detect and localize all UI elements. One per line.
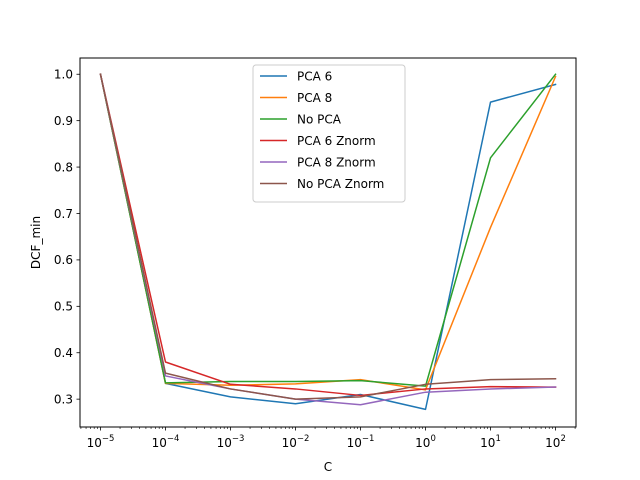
x-tick-label: 10−1 — [347, 434, 375, 450]
y-axis-title: DCF_min — [29, 216, 43, 269]
legend: PCA 6 PCA 8 No PCA PCA 6 Znorm PCA 8 Znorm No… — [252, 64, 406, 203]
x-tick-label: 10−5 — [87, 434, 115, 450]
legend-label-5: No PCA Znorm — [297, 177, 384, 191]
y-tick-label: 0.9 — [54, 114, 73, 128]
legend-label-1: PCA 8 — [297, 91, 332, 105]
y-tick-label: 0.8 — [54, 160, 73, 174]
x-tick-label: 100 — [415, 434, 436, 450]
legend-label-3: PCA 6 Znorm — [297, 134, 376, 148]
legend-label-2: No PCA — [297, 112, 342, 126]
y-tick-label: 0.3 — [54, 392, 73, 406]
x-tick-label: 10−3 — [217, 434, 245, 450]
x-tick-label: 102 — [545, 434, 566, 450]
x-axis-title: C — [324, 460, 332, 474]
series-line-5 — [99, 73, 557, 400]
series-line-0 — [99, 73, 557, 411]
y-tick-label: 0.6 — [54, 253, 73, 267]
y-tick-label: 0.5 — [54, 300, 73, 314]
series-line-2 — [99, 73, 557, 387]
y-axis: 0.3 0.4 0.5 0.6 0.7 0.8 0.9 1.0 — [54, 68, 80, 406]
plot-frame — [79, 57, 577, 428]
legend-label-4: PCA 8 Znorm — [297, 155, 376, 169]
series-line-3 — [99, 73, 557, 397]
y-tick-label: 1.0 — [54, 68, 73, 82]
x-tick-label: 10−2 — [282, 434, 310, 450]
series-layer — [99, 73, 557, 411]
x-tick-label: 101 — [480, 434, 501, 450]
legend-label-0: PCA 6 — [297, 69, 332, 83]
x-tick-label: 10−4 — [152, 434, 180, 450]
y-tick-label: 0.7 — [54, 207, 73, 221]
y-tick-label: 0.4 — [54, 346, 73, 360]
legend-box — [252, 64, 406, 203]
x-axis: 10−5 10−4 10−3 10−2 10−1 100 101 102 — [80, 427, 576, 450]
series-line-4 — [99, 73, 557, 406]
